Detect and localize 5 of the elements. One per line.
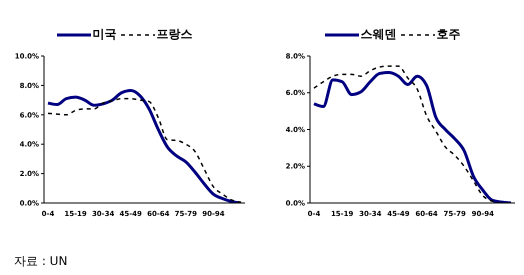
- legend-label: 미국: [92, 26, 116, 43]
- text: 자료 : UN: [14, 253, 68, 270]
- legend-label: 스웨덴: [360, 26, 396, 43]
- legend-label: 프랑스: [156, 26, 192, 43]
- legend-label: 호주: [436, 26, 460, 43]
